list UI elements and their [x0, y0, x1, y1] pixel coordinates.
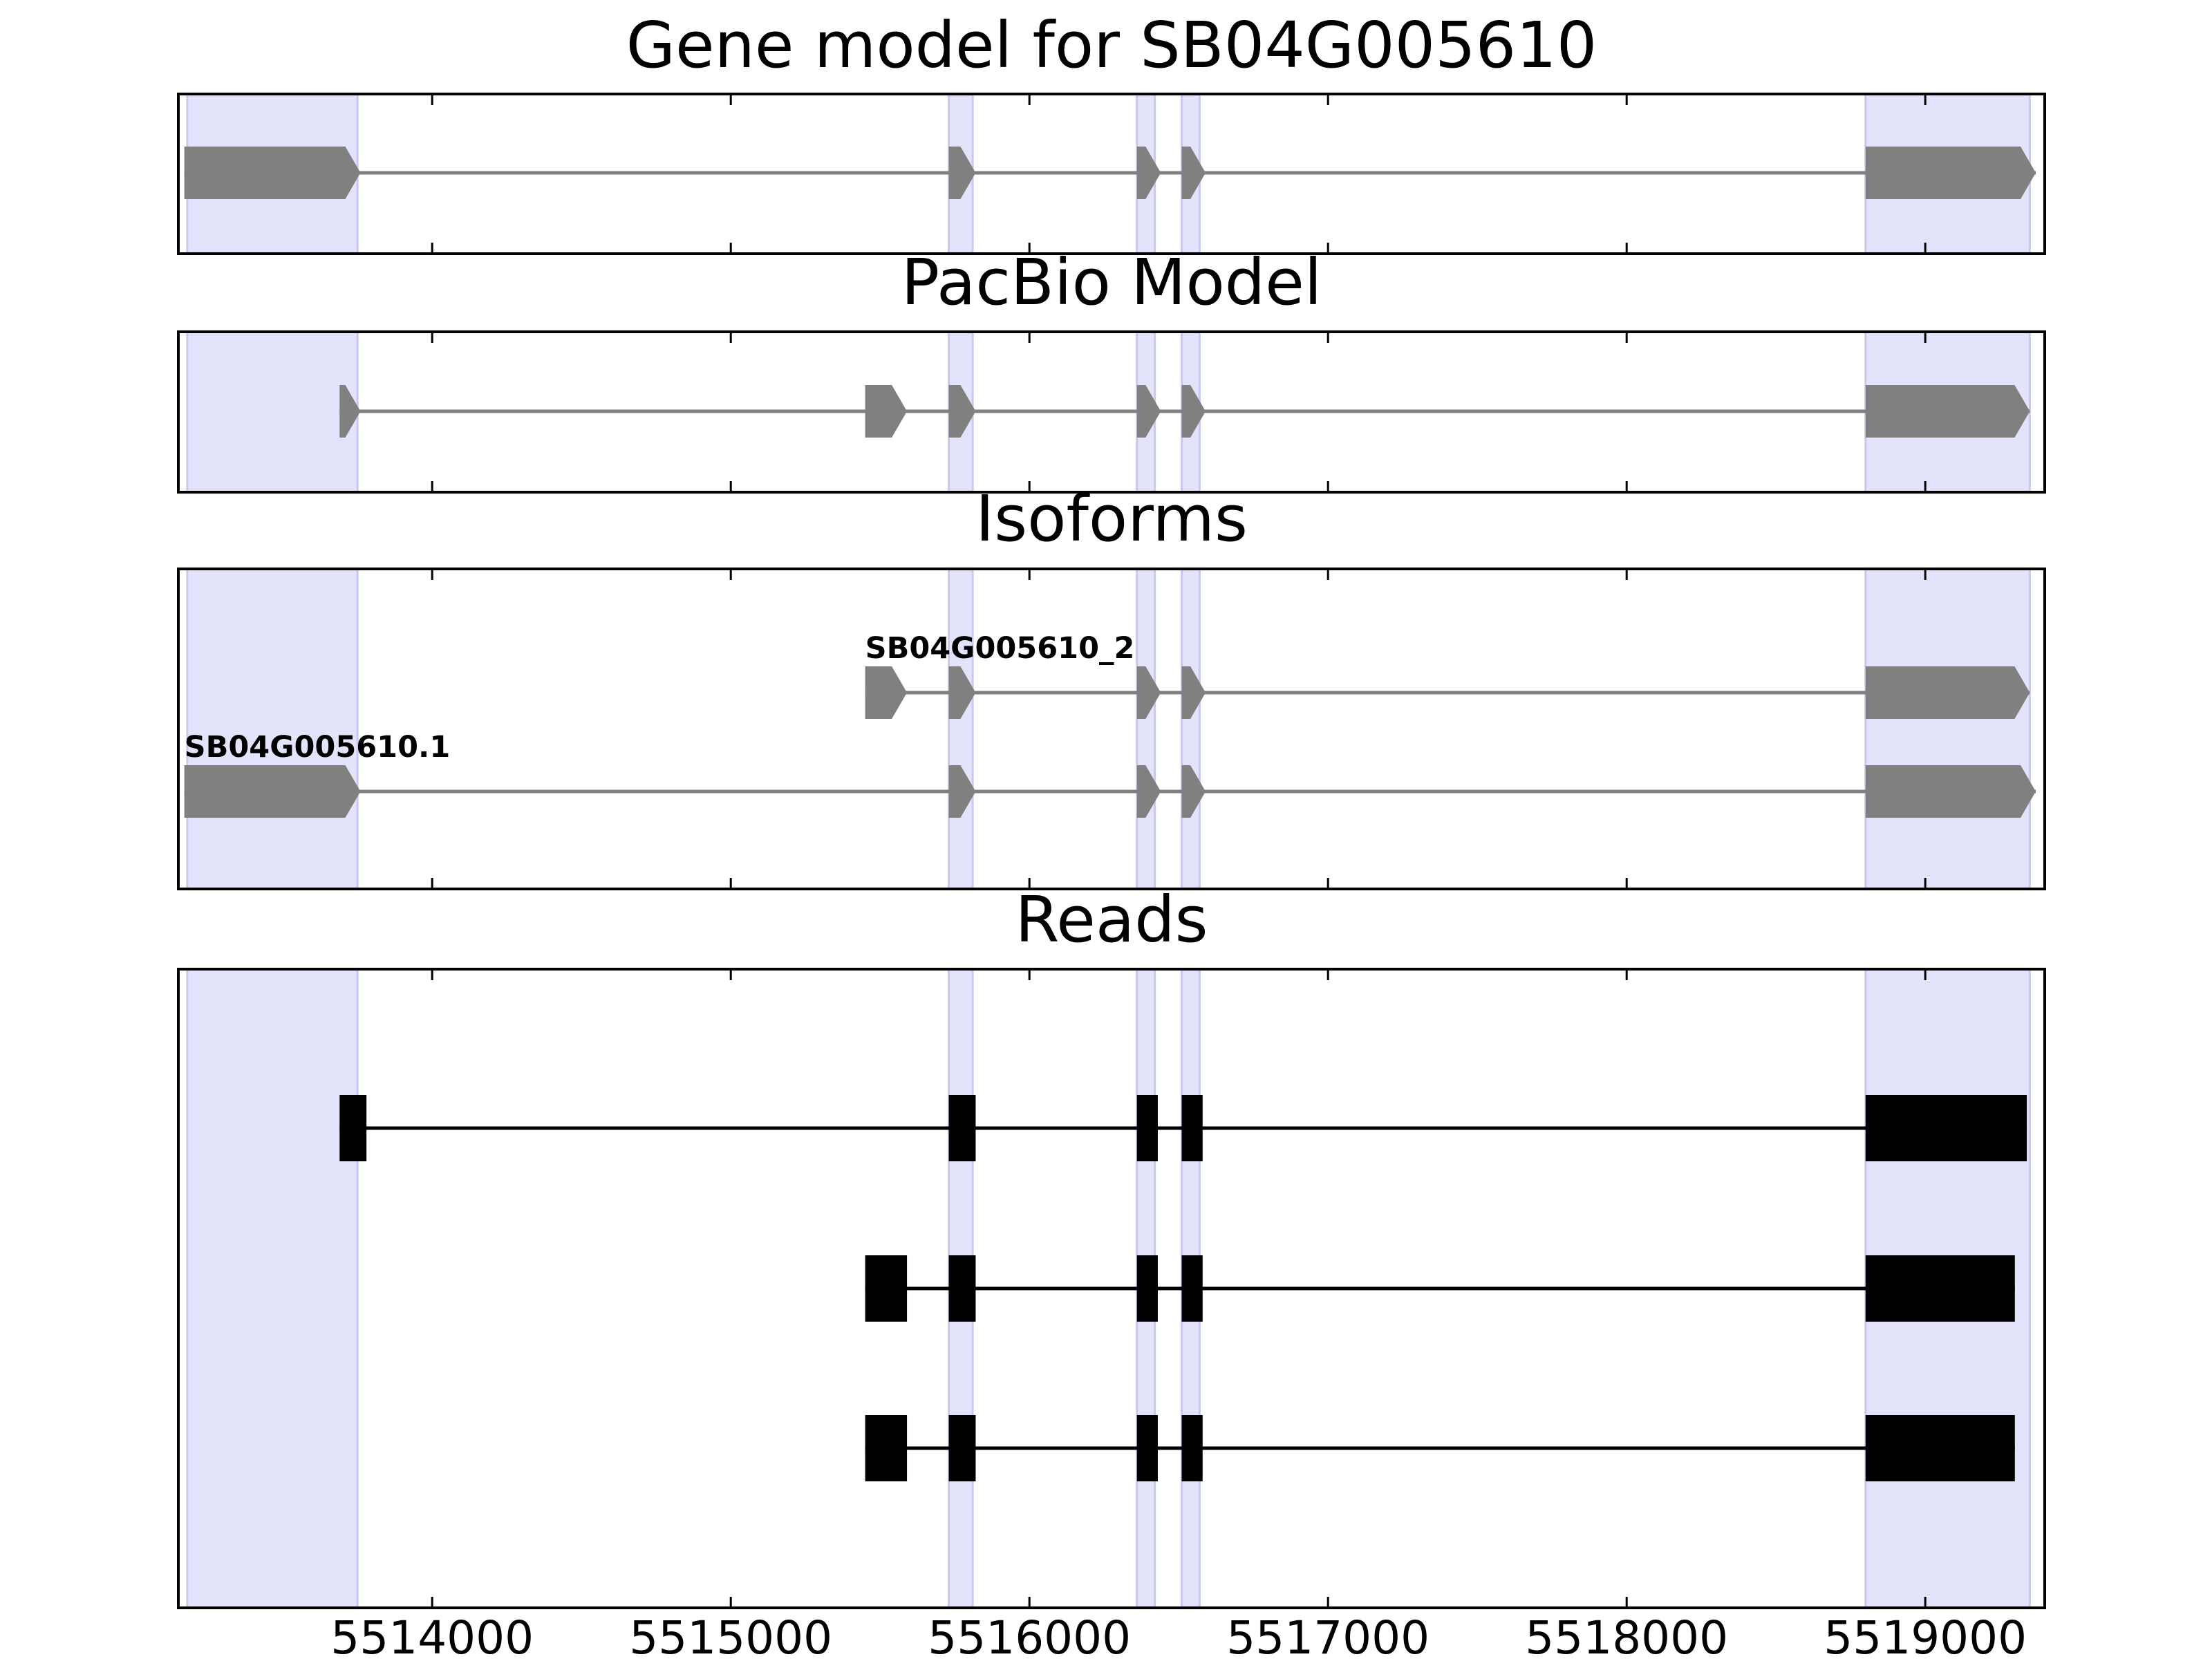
exon-arrow: [184, 765, 361, 818]
read-exon-block: [1865, 1095, 2027, 1161]
x-tick-label: 5519000: [1824, 1611, 2027, 1659]
read-exon-block: [339, 1095, 367, 1161]
read-exon-block: [948, 1255, 976, 1322]
x-tick-label: 5515000: [629, 1611, 832, 1659]
read-exon-block: [1136, 1255, 1158, 1322]
exon-arrow: [1865, 385, 2030, 438]
panel-frame: [177, 93, 2046, 255]
exon-arrow: [1865, 765, 2036, 818]
panel-2: Isoforms SB04G005610_2 SB04G005610.1: [177, 482, 2046, 890]
read-exon-block: [1181, 1095, 1203, 1161]
exon-arrow: [865, 666, 908, 719]
panel-title: Reads: [1015, 883, 1208, 957]
isoform-label: SB04G005610.1: [185, 730, 451, 765]
x-tick-label: 5517000: [1226, 1611, 1430, 1659]
exon-arrow: [1136, 385, 1161, 438]
panel-0: Gene model for SB04G005610: [177, 8, 2046, 255]
exon-arrow: [948, 385, 976, 438]
exon-region-highlight: [186, 568, 359, 890]
exon-arrow: [184, 147, 361, 199]
exon-arrow: [948, 765, 976, 818]
exon-arrow: [1136, 765, 1161, 818]
exon-region-highlight: [1181, 568, 1201, 890]
exon-arrow: [1181, 666, 1206, 719]
exon-arrow: [865, 385, 908, 438]
exon-arrow: [1865, 666, 2030, 719]
read-exon-block: [865, 1415, 908, 1481]
panel-3: Reads 5514000 5515000 5516000 5517000 5518000…: [177, 883, 2046, 1659]
panel-title: Isoforms: [975, 482, 1248, 556]
exon-arrow: [1865, 147, 2036, 199]
read-exon-block: [948, 1095, 976, 1161]
panel-title: PacBio Model: [901, 245, 1322, 319]
exon-arrow: [1181, 385, 1206, 438]
x-tick-label: 5518000: [1525, 1611, 1728, 1659]
exon-region-highlight: [1864, 568, 2031, 890]
x-tick-label: 5516000: [928, 1611, 1131, 1659]
read-exon-block: [1181, 1255, 1203, 1322]
exon-region-highlight: [186, 968, 359, 1609]
exon-arrow: [1181, 147, 1206, 199]
panel-frame: [177, 330, 2046, 494]
exon-arrow: [339, 385, 361, 438]
exon-arrow: [948, 666, 976, 719]
exon-region-highlight: [1136, 568, 1156, 890]
panel-title: Gene model for SB04G005610: [626, 8, 1597, 82]
read-exon-block: [1865, 1415, 2015, 1481]
read-exon-block: [1181, 1415, 1203, 1481]
panel-frame: [177, 968, 2046, 1609]
read-exon-block: [1865, 1255, 2015, 1322]
exon-arrow: [948, 147, 976, 199]
isoform-label: SB04G005610_2: [865, 631, 1135, 666]
panel-1: PacBio Model: [177, 245, 2046, 494]
panel-frame: [177, 568, 2046, 890]
x-tick-label: 5514000: [330, 1611, 534, 1659]
read-exon-block: [948, 1415, 976, 1481]
read-exon-block: [1136, 1095, 1158, 1161]
read-exon-block: [1136, 1415, 1158, 1481]
exon-arrow: [1136, 147, 1161, 199]
exon-region-highlight: [186, 330, 359, 494]
exon-region-highlight: [948, 568, 974, 890]
exon-arrow: [1136, 666, 1161, 719]
read-exon-block: [865, 1255, 908, 1322]
exon-arrow: [1181, 765, 1206, 818]
